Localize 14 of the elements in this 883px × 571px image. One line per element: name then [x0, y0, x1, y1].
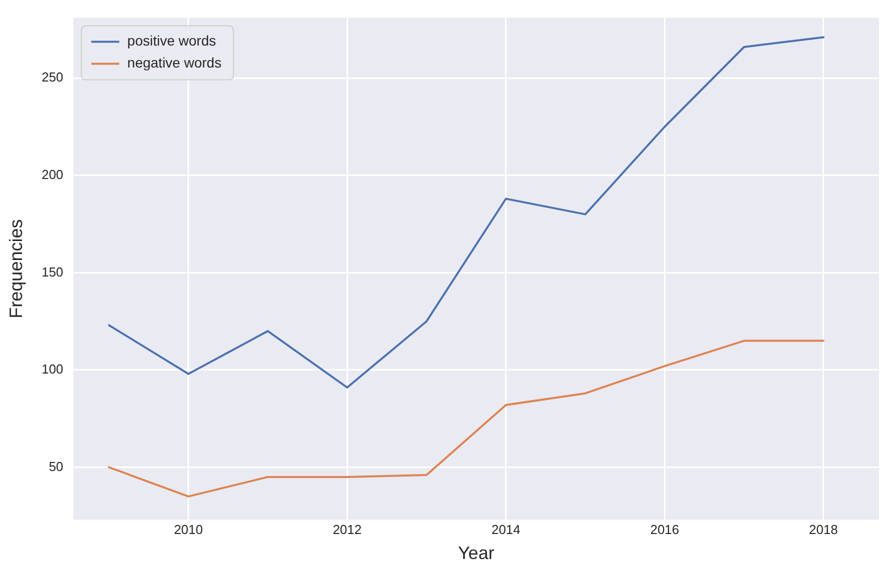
x-tick-label: 2010	[174, 522, 203, 538]
legend-label: positive words	[127, 32, 216, 49]
x-tick-label: 2012	[332, 522, 362, 538]
y-tick-label: 50	[48, 458, 64, 474]
x-tick-label: 2018	[808, 522, 838, 538]
x-tick-label: 2014	[491, 522, 520, 538]
y-tick-label: 100	[42, 362, 64, 377]
legend-label: negative words	[127, 54, 222, 71]
y-tick-label: 150	[42, 264, 64, 280]
y-tick-label: 250	[42, 70, 64, 85]
x-tick-label: 2016	[650, 522, 680, 538]
y-axis-title: Frequencies	[6, 219, 26, 318]
y-tick-label: 200	[42, 166, 64, 182]
x-axis-title: Year	[458, 543, 494, 564]
